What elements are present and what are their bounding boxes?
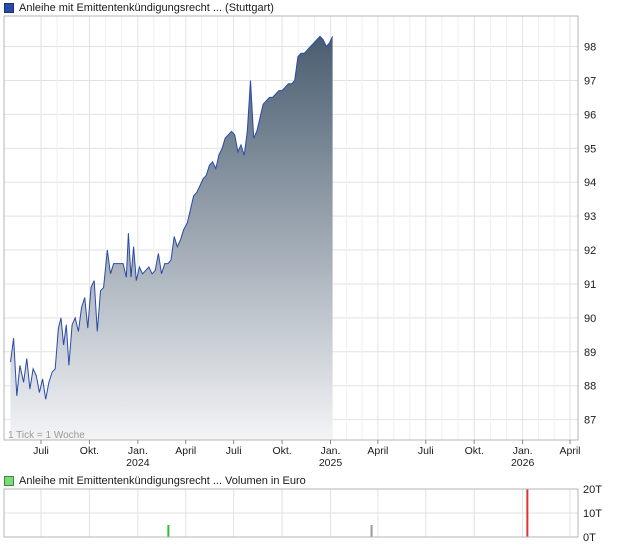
- x-tick-year: 2025: [319, 457, 343, 469]
- volume-legend: Anleihe mit Emittentenkündigungsrecht ..…: [4, 474, 306, 488]
- x-tick-label: Jan.: [128, 445, 148, 457]
- x-tick-label: April: [367, 445, 388, 457]
- price-area: [10, 36, 333, 441]
- volume-chart: 0T 10T 20T: [3, 484, 602, 544]
- x-tick-label: Okt.: [80, 445, 99, 457]
- volume-grid: [4, 488, 578, 538]
- volume-y-tick-label: 0T: [583, 532, 596, 544]
- volume-y-tick-label: 20T: [583, 484, 602, 496]
- price-legend: Anleihe mit Emittentenkündigungsrecht ..…: [4, 1, 274, 15]
- x-tick-year: 2026: [511, 457, 535, 469]
- y-tick-label: 91: [584, 279, 596, 291]
- y-tick-label: 88: [584, 381, 596, 393]
- volume-y-tick-label: 10T: [583, 508, 602, 520]
- x-tick-label: Jan.: [321, 445, 341, 457]
- volume-frame: [3, 488, 579, 538]
- volume-bar: [370, 525, 373, 537]
- y-tick-label: 96: [584, 109, 596, 121]
- volume-bar: [526, 489, 529, 537]
- x-tick-label: April: [559, 445, 580, 457]
- price-frame: [3, 15, 579, 441]
- tick-annotation: 1 Tick = 1 Woche: [8, 430, 85, 441]
- volume-legend-swatch: [4, 476, 14, 486]
- x-tick-label: Jan.: [513, 445, 533, 457]
- x-tick-label: Juli: [226, 445, 242, 457]
- volume-y-axis: 0T 10T 20T: [583, 484, 602, 544]
- x-tick-label: Okt.: [465, 445, 484, 457]
- y-tick-label: 95: [584, 143, 596, 155]
- y-tick-label: 94: [584, 177, 596, 189]
- volume-legend-label: Anleihe mit Emittentenkündigungsrecht ..…: [19, 475, 306, 487]
- y-tick-label: 97: [584, 75, 596, 87]
- x-tick-label: Juli: [33, 445, 49, 457]
- volume-bar: [167, 525, 170, 537]
- price-line: [10, 35, 334, 400]
- price-legend-swatch: [4, 3, 14, 13]
- price-legend-label: Anleihe mit Emittentenkündigungsrecht ..…: [19, 2, 274, 14]
- y-tick-label: 87: [584, 415, 596, 427]
- y-tick-label: 93: [584, 211, 596, 223]
- x-tick-label: Juli: [418, 445, 434, 457]
- x-tick-year: 2024: [126, 457, 150, 469]
- x-tick-label: Okt.: [272, 445, 291, 457]
- y-tick-label: 98: [584, 42, 596, 54]
- price-y-axis: 87 88 89 90 91 92 93 94 95 96 97 98: [584, 42, 596, 427]
- x-tick-label: April: [175, 445, 196, 457]
- y-tick-label: 89: [584, 347, 596, 359]
- y-tick-label: 90: [584, 313, 596, 325]
- volume-bars: [167, 489, 529, 537]
- y-tick-label: 92: [584, 245, 596, 257]
